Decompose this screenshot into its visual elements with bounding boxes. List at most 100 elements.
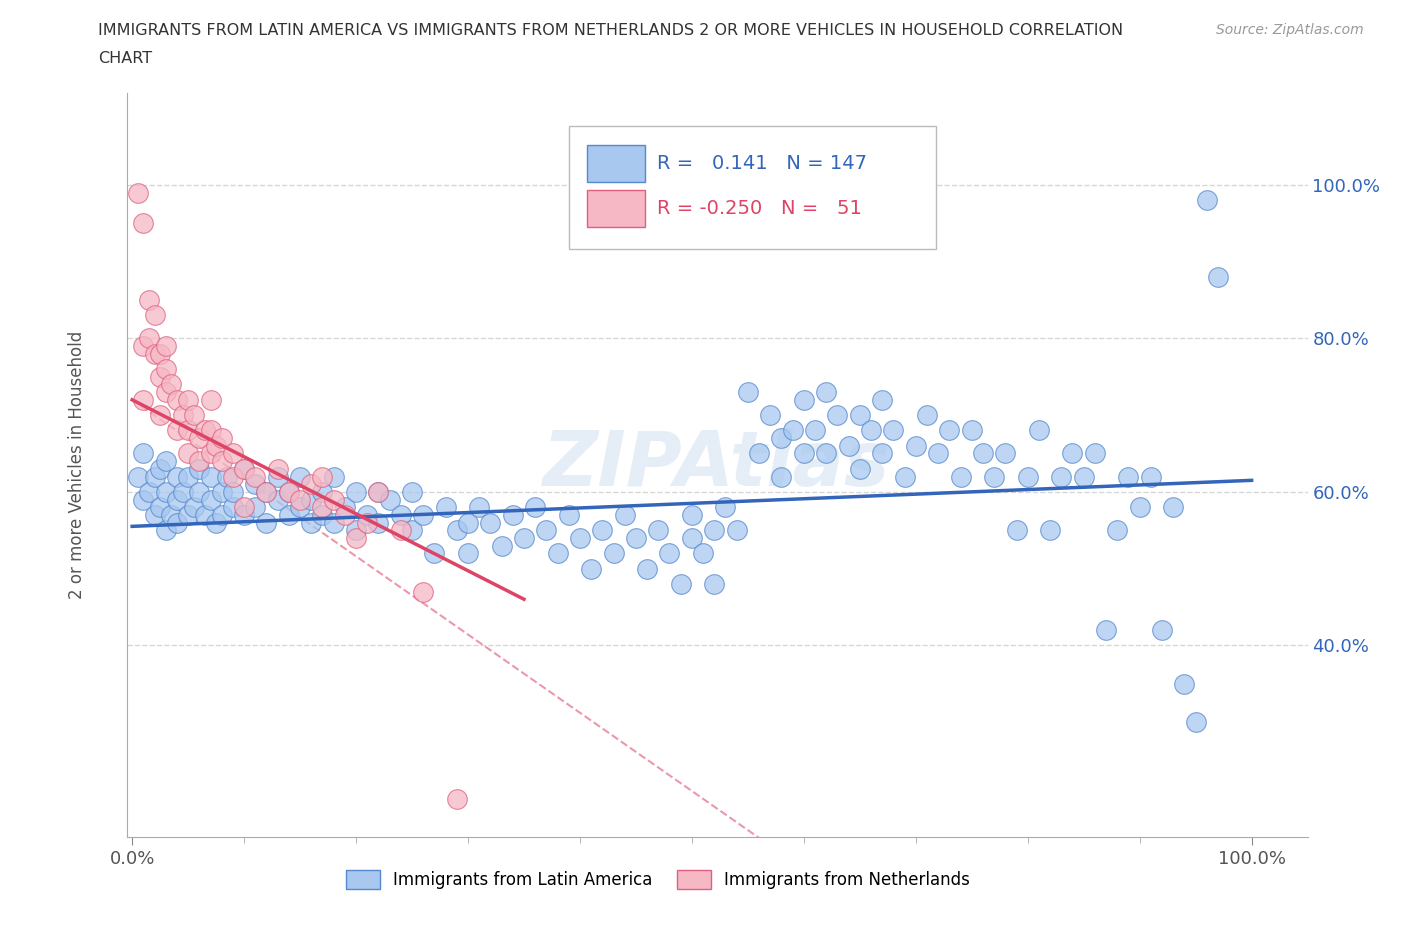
Point <box>513 530 536 545</box>
Point <box>256 485 278 499</box>
Point <box>155 362 177 377</box>
Point <box>401 523 423 538</box>
Point <box>647 523 669 538</box>
Point <box>479 515 502 530</box>
Point <box>859 423 882 438</box>
Legend: Immigrants from Latin America, Immigrants from Netherlands: Immigrants from Latin America, Immigrant… <box>340 863 976 896</box>
Point <box>132 446 155 461</box>
Point <box>491 538 513 553</box>
Point <box>994 446 1017 461</box>
Point <box>1184 714 1206 729</box>
Point <box>827 407 849 422</box>
Point <box>669 577 692 591</box>
Point <box>927 446 949 461</box>
Point <box>1195 193 1218 207</box>
Point <box>703 577 725 591</box>
Point <box>804 423 827 438</box>
Point <box>893 469 915 484</box>
Point <box>299 477 322 492</box>
Point <box>1062 446 1084 461</box>
Point <box>177 392 200 407</box>
Point <box>200 392 222 407</box>
Point <box>356 508 378 523</box>
Point <box>166 392 188 407</box>
Point <box>367 515 389 530</box>
Point <box>636 561 658 576</box>
Point <box>245 469 267 484</box>
Point <box>1039 523 1062 538</box>
Point <box>172 407 194 422</box>
Point <box>547 546 569 561</box>
Point <box>222 499 245 514</box>
Point <box>200 492 222 507</box>
Point <box>579 561 602 576</box>
Point <box>692 546 714 561</box>
Point <box>127 185 149 200</box>
Point <box>311 508 333 523</box>
Point <box>277 485 299 499</box>
Point <box>160 377 183 392</box>
Point <box>759 407 782 422</box>
Point <box>200 423 222 438</box>
Point <box>904 438 927 453</box>
Point <box>1206 270 1229 285</box>
Point <box>1005 523 1028 538</box>
Point <box>155 485 177 499</box>
Point <box>322 492 344 507</box>
Point <box>446 523 468 538</box>
Point <box>143 508 166 523</box>
Point <box>205 515 228 530</box>
Point <box>782 423 804 438</box>
Point <box>457 546 479 561</box>
Point <box>205 438 228 453</box>
Point <box>536 523 558 538</box>
Point <box>870 446 893 461</box>
Point <box>166 423 188 438</box>
Point <box>132 392 155 407</box>
Point <box>737 385 759 400</box>
Point <box>194 423 217 438</box>
Point <box>188 431 211 445</box>
Point <box>200 446 222 461</box>
Point <box>658 546 681 561</box>
Point <box>222 469 245 484</box>
Point <box>155 385 177 400</box>
Text: Source: ZipAtlas.com: Source: ZipAtlas.com <box>1216 23 1364 37</box>
Point <box>815 385 838 400</box>
Point <box>849 407 872 422</box>
Point <box>211 508 233 523</box>
Point <box>412 508 434 523</box>
Point <box>1084 446 1107 461</box>
Point <box>138 293 160 308</box>
Point <box>960 423 983 438</box>
Point <box>870 392 893 407</box>
Point <box>188 454 211 469</box>
Point <box>177 446 200 461</box>
Point <box>143 469 166 484</box>
Point <box>344 530 367 545</box>
Point <box>1129 499 1152 514</box>
Point <box>138 485 160 499</box>
Point <box>288 499 311 514</box>
Point <box>849 461 872 476</box>
Point <box>155 523 177 538</box>
Point <box>344 523 367 538</box>
Point <box>1050 469 1073 484</box>
Point <box>311 469 333 484</box>
Point <box>1017 469 1039 484</box>
Point <box>322 469 344 484</box>
Point <box>299 515 322 530</box>
Point <box>725 523 748 538</box>
Point <box>288 492 311 507</box>
Point <box>344 485 367 499</box>
Point <box>1107 523 1129 538</box>
Point <box>132 339 155 353</box>
Point <box>681 530 703 545</box>
Point <box>624 530 647 545</box>
Point <box>183 499 205 514</box>
Point <box>356 515 378 530</box>
Point <box>1118 469 1140 484</box>
Point <box>233 508 256 523</box>
Point <box>748 446 770 461</box>
Point <box>311 485 333 499</box>
